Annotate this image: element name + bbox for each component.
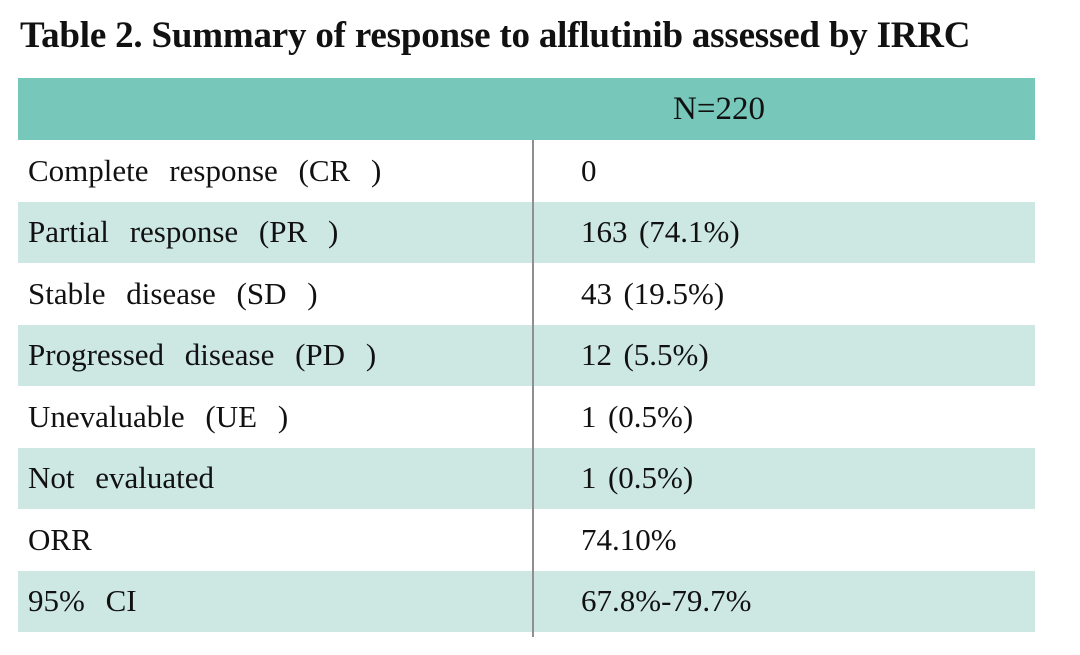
table-row-orr: ORR 74.10% bbox=[18, 509, 1035, 571]
table-row-stable-disease: Stable disease (SD ) 43 (19.5%) bbox=[18, 263, 1035, 325]
row-value: 1 (0.5%) bbox=[581, 398, 694, 434]
response-summary-table: N=220 Complete response (CR ) 0 Partial … bbox=[18, 78, 1035, 637]
row-label: Partial response (PR ) bbox=[28, 214, 339, 250]
table-header-row: N=220 bbox=[18, 78, 1035, 140]
row-value: 43 (19.5%) bbox=[581, 275, 725, 311]
row-label: Stable disease (SD ) bbox=[28, 275, 318, 311]
table-title: Table 2. Summary of response to alflutin… bbox=[20, 15, 971, 56]
row-value: 12 (5.5%) bbox=[581, 337, 709, 373]
row-label: ORR bbox=[28, 521, 92, 557]
row-label: 95% CI bbox=[28, 583, 137, 619]
sample-size-header: N=220 bbox=[673, 90, 765, 127]
row-value: 1 (0.5%) bbox=[581, 460, 694, 496]
table-row-unevaluable: Unevaluable (UE ) 1 (0.5%) bbox=[18, 386, 1035, 448]
row-label: Not evaluated bbox=[28, 460, 215, 496]
row-label: Complete response (CR ) bbox=[28, 152, 382, 188]
table-row-partial-response: Partial response (PR ) 163 (74.1%) bbox=[18, 201, 1035, 263]
row-value: 74.10% bbox=[581, 521, 677, 557]
column-divider-line bbox=[532, 140, 534, 637]
table-row-95ci: 95% CI 67.8%-79.7% bbox=[18, 570, 1035, 632]
row-value: 0 bbox=[581, 152, 597, 188]
table-row-complete-response: Complete response (CR ) 0 bbox=[18, 140, 1035, 202]
table-body: Complete response (CR ) 0 Partial respon… bbox=[18, 140, 1035, 637]
table-row-progressed-disease: Progressed disease (PD ) 12 (5.5%) bbox=[18, 324, 1035, 386]
row-label: Progressed disease (PD ) bbox=[28, 337, 377, 373]
row-value: 163 (74.1%) bbox=[581, 214, 740, 250]
row-value: 67.8%-79.7% bbox=[581, 583, 752, 619]
table-row-not-evaluated: Not evaluated 1 (0.5%) bbox=[18, 447, 1035, 509]
row-label: Unevaluable (UE ) bbox=[28, 398, 289, 434]
